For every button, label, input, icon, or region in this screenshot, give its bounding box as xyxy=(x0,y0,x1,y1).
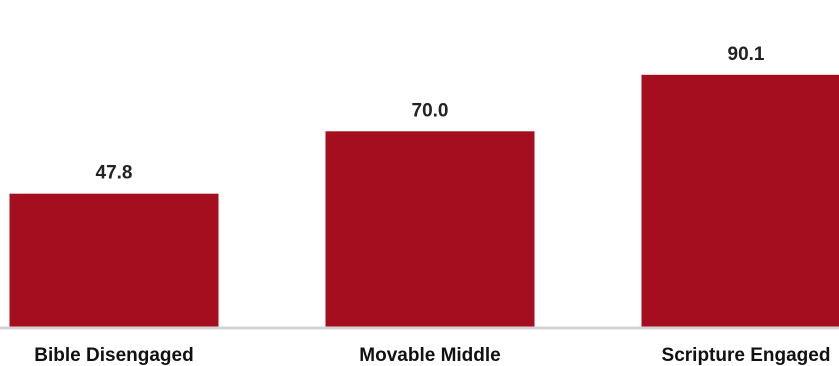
bar-movable-middle xyxy=(325,131,535,328)
data-label-movable-middle: 70.0 xyxy=(412,100,449,121)
bar-bible-disengaged xyxy=(9,193,219,328)
category-label-bible-disengaged: Bible Disengaged xyxy=(34,345,193,366)
data-label-scripture-engaged: 90.1 xyxy=(728,44,765,65)
bars-layer xyxy=(9,74,839,328)
category-label-movable-middle: Movable Middle xyxy=(359,345,500,366)
bar-scripture-engaged xyxy=(641,74,839,328)
category-label-scripture-engaged: Scripture Engaged xyxy=(662,345,831,366)
data-label-bible-disengaged: 47.8 xyxy=(96,163,133,184)
labels-layer: 47.8 Bible Disengaged 70.0 Movable Middle 90… xyxy=(34,44,830,366)
